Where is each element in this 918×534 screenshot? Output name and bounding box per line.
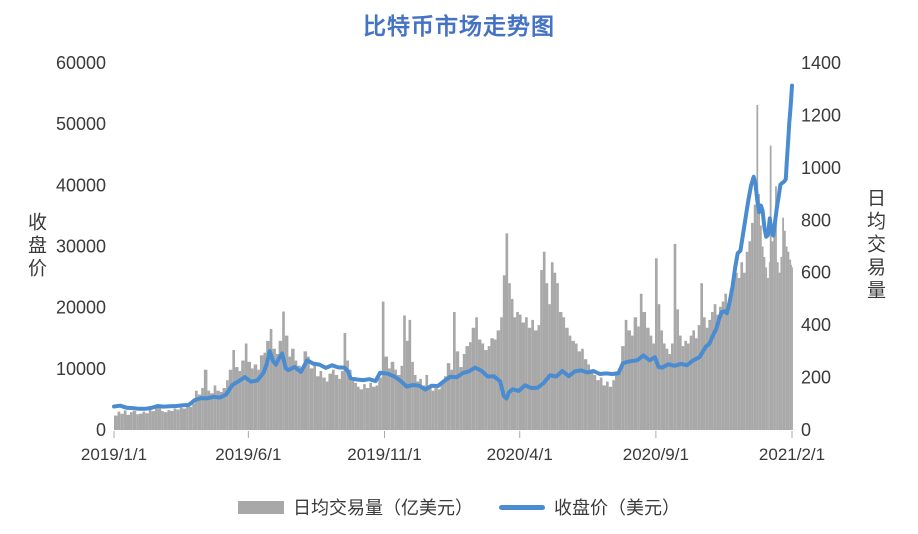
- svg-text:30000: 30000: [56, 237, 106, 257]
- svg-text:50000: 50000: [56, 114, 106, 134]
- legend-line-label: 收盘价（美元）: [554, 498, 680, 518]
- svg-text:600: 600: [801, 263, 831, 283]
- legend-bar-label: 日均交易量（亿美元）: [293, 498, 473, 518]
- svg-text:1000: 1000: [801, 158, 841, 178]
- svg-text:400: 400: [801, 315, 831, 335]
- svg-text:200: 200: [801, 368, 831, 388]
- svg-text:800: 800: [801, 210, 831, 230]
- legend-line-swatch: [499, 504, 545, 510]
- svg-text:1400: 1400: [801, 53, 841, 73]
- right-axis-title: 日均交易量: [864, 188, 885, 303]
- svg-text:20000: 20000: [56, 298, 106, 318]
- svg-text:0: 0: [801, 420, 811, 440]
- svg-text:40000: 40000: [56, 175, 106, 195]
- svg-text:60000: 60000: [56, 53, 106, 73]
- svg-text:1200: 1200: [801, 105, 841, 125]
- svg-text:10000: 10000: [56, 359, 106, 379]
- svg-text:2019/6/1: 2019/6/1: [215, 445, 281, 464]
- chart-plot: 0 10000 20000 30000 40000 50000 60000 0 200 400 60…: [56, 53, 841, 464]
- svg-text:2021/2/1: 2021/2/1: [759, 445, 825, 464]
- left-axis-title: 收盘价: [25, 212, 46, 281]
- legend-bar-swatch: [238, 500, 284, 514]
- svg-text:0: 0: [96, 420, 106, 440]
- legend: 日均交易量（亿美元） 收盘价（美元）: [0, 494, 918, 520]
- svg-text:2020/9/1: 2020/9/1: [623, 445, 689, 464]
- svg-text:2020/4/1: 2020/4/1: [487, 445, 553, 464]
- svg-text:2019/1/1: 2019/1/1: [81, 445, 147, 464]
- chart-title: 比特币市场走势图: [363, 13, 555, 39]
- svg-text:2019/11/1: 2019/11/1: [347, 445, 421, 464]
